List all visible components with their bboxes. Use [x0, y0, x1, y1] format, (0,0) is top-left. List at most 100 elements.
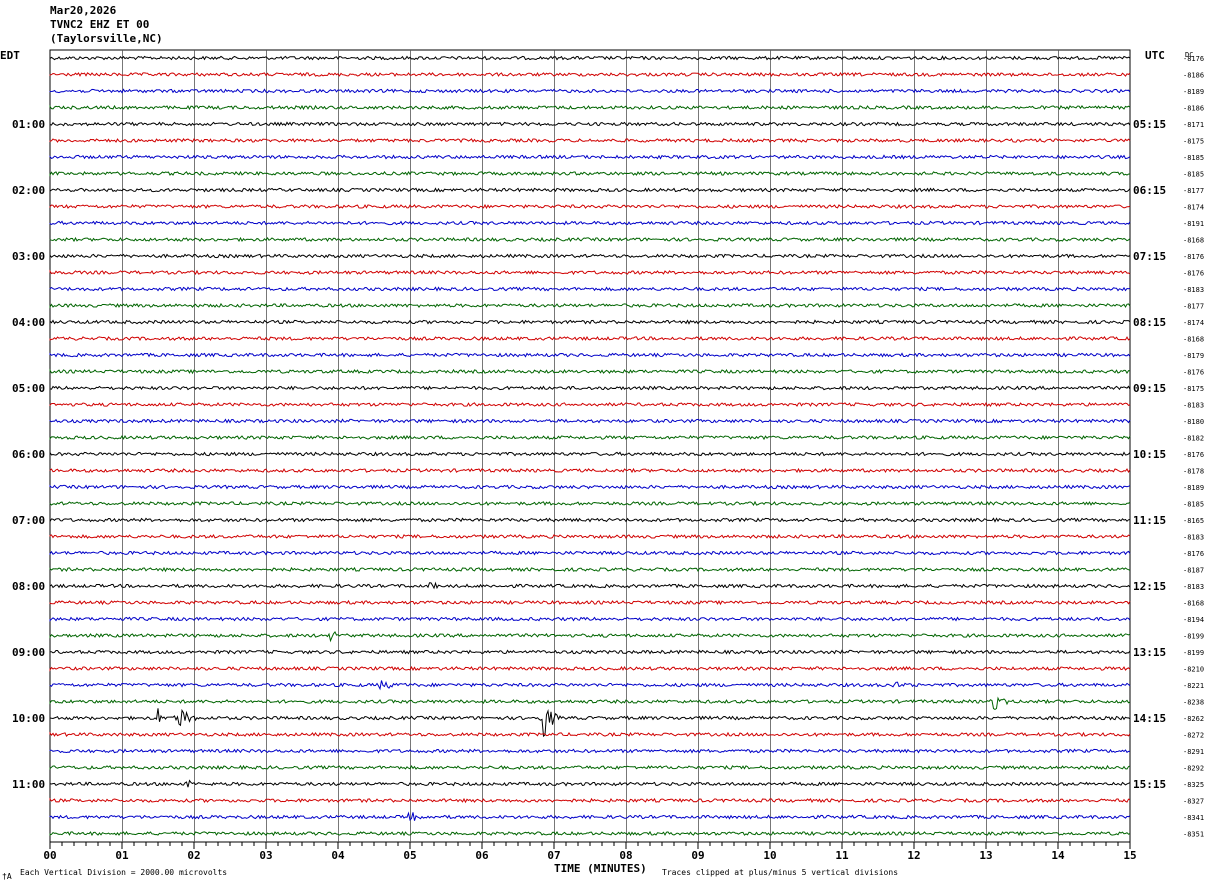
- dc-offset-label: -8174: [1183, 319, 1204, 327]
- seismic-trace: [49, 731, 1131, 738]
- seismic-trace: [49, 401, 1131, 408]
- seismic-trace: [49, 55, 1131, 61]
- x-tick-label: 15: [1123, 849, 1136, 862]
- x-tick-label: 09: [691, 849, 704, 862]
- right-hour-label: 06:15: [1133, 184, 1166, 197]
- x-tick-label: 12: [907, 849, 920, 862]
- dc-offset-label: -8168: [1183, 600, 1204, 608]
- right-hour-label: 07:15: [1133, 250, 1166, 263]
- dc-offset-label: -8186: [1183, 72, 1204, 80]
- right-hour-label: 14:15: [1133, 712, 1166, 725]
- seismic-trace: [49, 368, 1131, 375]
- dc-offset-label: -8187: [1183, 567, 1204, 575]
- dc-offset-label: -8176: [1183, 550, 1204, 558]
- left-hour-label: 05:00: [12, 382, 45, 395]
- x-tick-label: 01: [115, 849, 129, 862]
- dc-offset-label: -8272: [1183, 732, 1204, 740]
- left-hour-label: 11:00: [12, 778, 45, 791]
- seismic-trace: [49, 830, 1131, 837]
- dc-offset-label: -8221: [1183, 682, 1204, 690]
- seismic-trace: [49, 286, 1131, 292]
- dc-offset-label: -8191: [1183, 220, 1204, 228]
- dc-offset-label: -8178: [1183, 468, 1204, 476]
- right-hour-label: 15:15: [1133, 778, 1166, 791]
- seismic-trace: [49, 581, 1131, 590]
- left-timezone-label: EDT: [0, 49, 20, 62]
- seismic-trace: [49, 71, 1131, 78]
- right-hour-label: 05:15: [1133, 118, 1166, 131]
- dc-offset-label: -8165: [1183, 517, 1204, 525]
- header-date: Mar20,2026: [50, 4, 117, 17]
- right-hour-label: 13:15: [1133, 646, 1166, 659]
- clip-note: Traces clipped at plus/minus 5 vertical …: [662, 868, 899, 877]
- seismic-trace: [49, 319, 1131, 325]
- left-hour-label: 06:00: [12, 448, 45, 461]
- right-hour-label: 08:15: [1133, 316, 1166, 329]
- seismic-trace: [49, 104, 1131, 111]
- seismic-trace: [49, 385, 1131, 391]
- dc-offset-label: -8291: [1183, 748, 1204, 756]
- x-tick-label: 03: [259, 849, 272, 862]
- seismic-trace: [49, 500, 1131, 507]
- plot-frame: [49, 49, 1131, 843]
- dc-offset-label: -8177: [1183, 303, 1204, 311]
- dc-offset-label: -8185: [1183, 154, 1204, 162]
- left-hour-label: 09:00: [12, 646, 45, 659]
- seismic-trace: [49, 236, 1131, 243]
- dc-offset-label: -8327: [1183, 798, 1204, 806]
- dc-offset-label: -8179: [1183, 352, 1204, 360]
- x-tick-label: 00: [43, 849, 56, 862]
- seismic-trace: [49, 121, 1131, 127]
- x-tick-label: 13: [979, 849, 992, 862]
- dc-offset-label: -8341: [1183, 814, 1204, 822]
- seismic-trace: [49, 484, 1131, 490]
- dc-offset-label: -8176: [1183, 55, 1204, 63]
- dc-offset-label: -8183: [1183, 286, 1204, 294]
- dc-offset-label: -8183: [1183, 402, 1204, 410]
- dc-offset-label: -8168: [1183, 336, 1204, 344]
- seismic-trace: [49, 797, 1131, 804]
- left-hour-label: 10:00: [12, 712, 45, 725]
- right-hour-label: 12:15: [1133, 580, 1166, 593]
- x-tick-label: 11: [835, 849, 849, 862]
- seismic-trace: [49, 517, 1131, 524]
- x-tick-label: 05: [403, 849, 416, 862]
- header-location: (Taylorsville,NC): [50, 32, 163, 45]
- dc-offset-label: -8194: [1183, 616, 1204, 624]
- seismic-trace: [49, 302, 1131, 309]
- seismic-trace: [49, 779, 1131, 788]
- dc-offset-label: -8325: [1183, 781, 1204, 789]
- dc-offset-label: -8174: [1183, 204, 1204, 212]
- left-hour-label: 01:00: [12, 118, 45, 131]
- dc-offset-label: -8183: [1183, 583, 1204, 591]
- dc-offset-label: -8199: [1183, 649, 1204, 657]
- right-hour-label: 09:15: [1133, 382, 1166, 395]
- dc-offset-label: -8180: [1183, 418, 1204, 426]
- header-station: TVNC2 EHZ ET 00: [50, 18, 150, 31]
- seismic-trace: [49, 696, 1131, 710]
- dc-offset-label: -8183: [1183, 534, 1204, 542]
- dc-offset-label: -8176: [1183, 270, 1204, 278]
- seismic-trace: [49, 566, 1131, 573]
- dc-offset-label: -8182: [1183, 435, 1204, 443]
- seismic-trace: [49, 680, 1131, 691]
- seismic-trace: [49, 154, 1131, 160]
- x-tick-label: 14: [1051, 849, 1065, 862]
- seismic-trace: [49, 418, 1131, 424]
- seismic-trace: [49, 550, 1131, 556]
- x-tick-label: 10: [763, 849, 776, 862]
- scale-note: Each Vertical Division = 2000.00 microvo…: [20, 868, 228, 877]
- seismic-trace: [49, 764, 1131, 771]
- left-hour-label: 07:00: [12, 514, 45, 527]
- dc-offset-label: -8176: [1183, 253, 1204, 261]
- right-hour-label: 11:15: [1133, 514, 1166, 527]
- seismic-trace: [49, 253, 1131, 259]
- dc-offset-label: -8177: [1183, 187, 1204, 195]
- seismic-trace: [49, 170, 1131, 177]
- seismic-trace: [49, 467, 1131, 474]
- dc-offset-label: -8185: [1183, 501, 1204, 509]
- seismic-trace: [49, 352, 1131, 358]
- seismic-trace: [49, 220, 1131, 226]
- seismic-trace: [49, 630, 1131, 643]
